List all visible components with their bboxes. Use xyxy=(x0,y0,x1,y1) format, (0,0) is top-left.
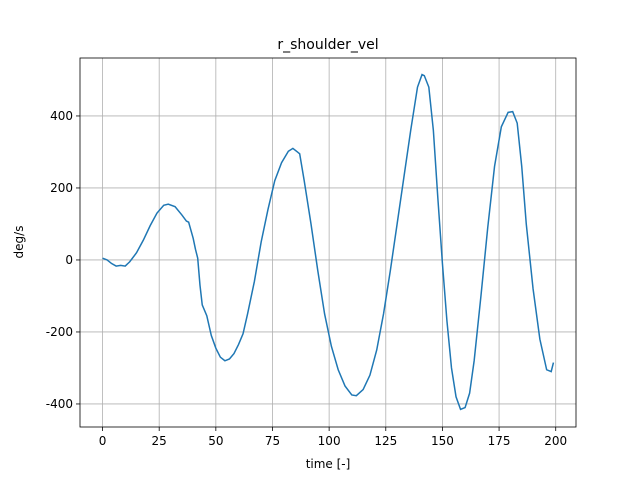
x-tick-label: 125 xyxy=(374,434,397,448)
x-tick-label: 200 xyxy=(544,434,567,448)
x-tick-label: 175 xyxy=(488,434,511,448)
x-tick-label: 100 xyxy=(318,434,341,448)
x-axis-label: time [-] xyxy=(306,457,351,471)
chart-title: r_shoulder_vel xyxy=(277,37,378,53)
x-tick-label: 50 xyxy=(208,434,223,448)
x-tick-label: 150 xyxy=(431,434,454,448)
x-tick-label: 75 xyxy=(265,434,280,448)
axes-frame xyxy=(79,57,577,428)
data-line xyxy=(102,73,555,411)
y-tick-label: -200 xyxy=(46,325,73,339)
y-tick-label: 200 xyxy=(50,181,73,195)
y-axis-label: deg/s xyxy=(12,226,26,259)
y-tick-label: 400 xyxy=(50,109,73,123)
y-tick-label: -400 xyxy=(46,397,73,411)
y-tick-label: 0 xyxy=(65,253,73,267)
x-tick-label: 0 xyxy=(99,434,107,448)
grid: 0 25 50 75 100 125 150 175 200 -400 -200 0 200 400 xyxy=(46,58,576,448)
plot xyxy=(102,73,555,411)
x-tick-label: 25 xyxy=(152,434,167,448)
